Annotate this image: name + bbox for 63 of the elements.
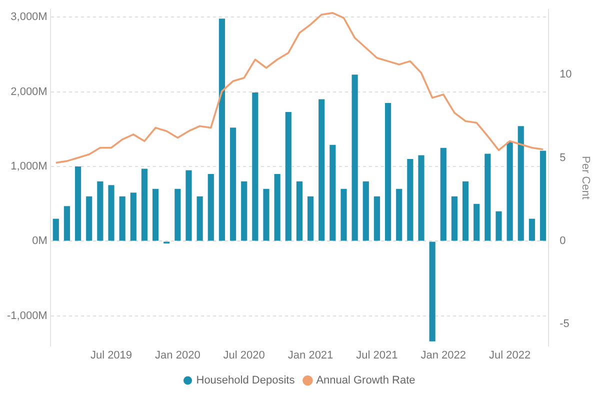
bar bbox=[518, 126, 524, 241]
x-tick-label: Jul 2022 bbox=[489, 349, 531, 362]
bar bbox=[374, 196, 380, 241]
bar bbox=[130, 192, 136, 241]
bar bbox=[407, 159, 414, 241]
bar bbox=[496, 211, 502, 241]
bar bbox=[396, 188, 402, 241]
bar bbox=[451, 196, 458, 241]
bar bbox=[86, 196, 92, 241]
x-tick-label: Jan 2021 bbox=[288, 349, 334, 362]
bar bbox=[484, 154, 491, 241]
bar bbox=[429, 242, 436, 342]
bar bbox=[352, 74, 358, 241]
bar bbox=[418, 155, 424, 241]
bar bbox=[274, 174, 280, 241]
x-tick-label: Jul 2020 bbox=[223, 349, 265, 362]
legend-label: Annual Growth Rate bbox=[316, 374, 416, 387]
bar bbox=[462, 181, 469, 241]
bar bbox=[52, 218, 59, 241]
bar bbox=[307, 196, 314, 241]
bar bbox=[285, 112, 292, 241]
bar bbox=[296, 181, 303, 241]
bar bbox=[384, 102, 392, 241]
x-tick-label: Jan 2022 bbox=[420, 349, 466, 362]
bar bbox=[174, 188, 181, 241]
bar bbox=[252, 92, 258, 241]
bar bbox=[196, 196, 203, 241]
bar bbox=[241, 181, 248, 241]
legend-label: Household Deposits bbox=[196, 374, 296, 387]
y-tick-label: 1,000M bbox=[10, 160, 48, 173]
bar bbox=[186, 170, 192, 241]
bar bbox=[119, 196, 126, 241]
bar bbox=[540, 150, 546, 241]
bar bbox=[506, 142, 513, 241]
bar bbox=[218, 18, 226, 241]
bar bbox=[152, 188, 159, 241]
y-tick-label: 0M bbox=[32, 235, 48, 248]
y2-tick-label: 5 bbox=[560, 152, 566, 164]
bar bbox=[74, 166, 82, 241]
bar bbox=[208, 174, 214, 241]
bar bbox=[108, 185, 114, 241]
bar bbox=[97, 181, 104, 241]
bar bbox=[141, 168, 148, 241]
x-tick-label: Jan 2020 bbox=[155, 349, 200, 362]
bar bbox=[263, 188, 270, 241]
bar bbox=[528, 218, 535, 241]
y2-tick-label: -5 bbox=[560, 318, 570, 330]
x-tick-label: Jul 2021 bbox=[356, 349, 398, 362]
bar bbox=[474, 204, 480, 241]
y-tick-label: 3,000M bbox=[10, 11, 48, 24]
y2-axis-title: Per Cent bbox=[579, 156, 592, 200]
bar bbox=[440, 148, 446, 241]
y2-tick-label: 0 bbox=[560, 234, 566, 247]
x-tick-label: Jul 2019 bbox=[90, 349, 132, 362]
y-tick-label: 2,000M bbox=[10, 86, 48, 98]
bar bbox=[64, 206, 70, 241]
y2-tick-label: 10 bbox=[560, 68, 572, 81]
bar bbox=[230, 128, 236, 241]
bar bbox=[340, 188, 347, 241]
y-tick-label: -1,000M bbox=[6, 310, 48, 322]
bar bbox=[318, 99, 325, 241]
bar bbox=[330, 144, 336, 241]
bar bbox=[362, 181, 369, 241]
